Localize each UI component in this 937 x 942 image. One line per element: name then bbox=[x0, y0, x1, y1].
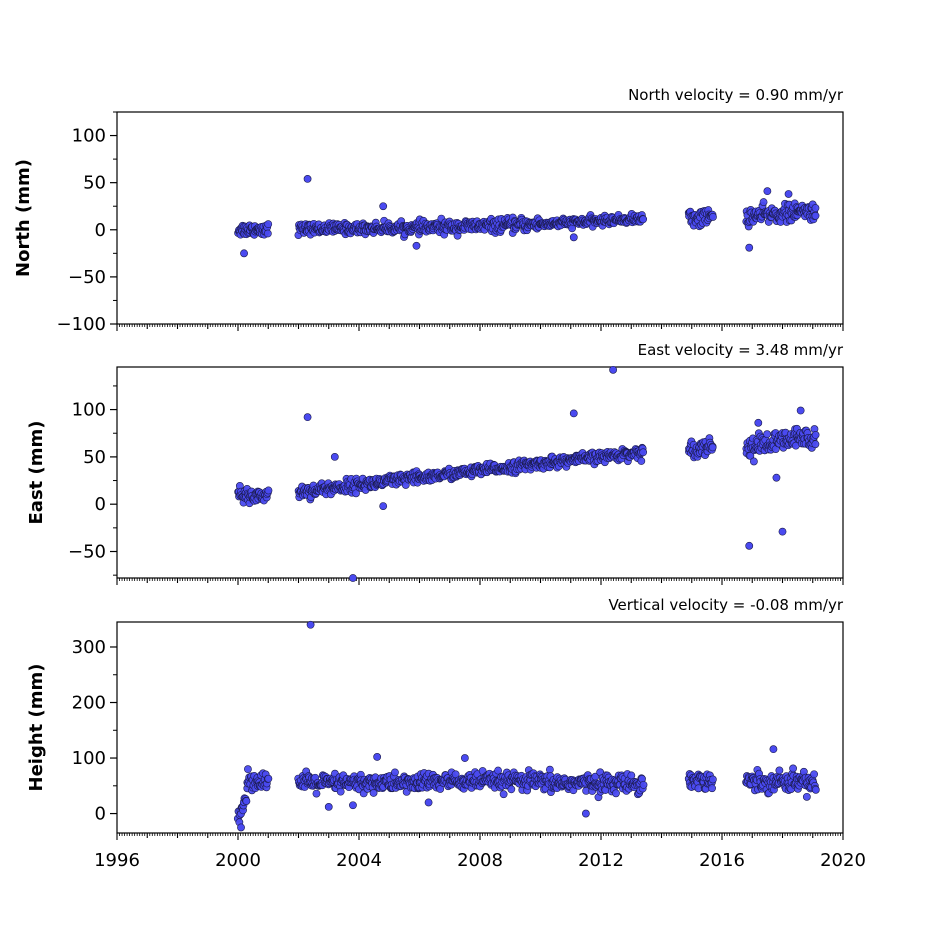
outlier-point-2-7 bbox=[769, 745, 778, 754]
data-point-2-6 bbox=[802, 792, 811, 801]
panel-title-0: North velocity = 0.90 mm/yr bbox=[628, 86, 844, 104]
outlier-point-2-8 bbox=[237, 823, 245, 832]
x-tick-label: 2000 bbox=[215, 850, 261, 871]
data-point-1-0 bbox=[264, 486, 273, 495]
data-point-2-4 bbox=[639, 780, 648, 789]
outlier-point-1-10 bbox=[754, 418, 763, 427]
outlier-point-1-4 bbox=[569, 409, 578, 418]
data-point-1-5 bbox=[811, 440, 820, 449]
data-point-2-2 bbox=[312, 789, 321, 798]
data-point-0-0 bbox=[263, 229, 272, 238]
outlier-point-2-0 bbox=[306, 620, 315, 629]
y-tick-label-1: 100 bbox=[72, 400, 106, 421]
outlier-point-0-7 bbox=[784, 190, 793, 198]
y-axis-label-2: Height (mm) bbox=[26, 664, 47, 792]
outlier-point-1-9 bbox=[772, 473, 781, 482]
data-point-2-2 bbox=[369, 789, 378, 797]
data-point-2-3 bbox=[499, 790, 508, 799]
x-tick-label: 2004 bbox=[336, 850, 382, 871]
plot-frame-2 bbox=[116, 621, 844, 834]
data-point-2-5 bbox=[708, 784, 716, 793]
data-point-1-3 bbox=[637, 457, 646, 465]
y-tick-label-1: 0 bbox=[95, 494, 106, 515]
data-point-1-1 bbox=[352, 489, 360, 498]
data-point-2-2 bbox=[336, 787, 345, 796]
y-tick-label-0: −100 bbox=[57, 314, 106, 335]
data-point-0-5 bbox=[811, 204, 820, 212]
data-point-0-0 bbox=[264, 220, 273, 229]
data-point-1-5 bbox=[746, 451, 755, 460]
data-point-2-4 bbox=[545, 765, 554, 774]
panel-title-1: East velocity = 3.48 mm/yr bbox=[638, 341, 844, 359]
data-point-2-1 bbox=[244, 765, 252, 774]
outlier-point-1-6 bbox=[745, 541, 754, 550]
outlier-point-1-1 bbox=[330, 452, 339, 461]
outlier-point-1-8 bbox=[796, 406, 805, 415]
outlier-point-0-3 bbox=[379, 202, 388, 211]
data-point-2-4 bbox=[612, 789, 620, 798]
y-tick-label-1: 50 bbox=[83, 447, 106, 468]
data-point-0-5 bbox=[811, 211, 820, 220]
plot-frame-0 bbox=[116, 111, 844, 325]
data-point-2-3 bbox=[507, 785, 516, 794]
outlier-point-0-2 bbox=[412, 241, 421, 250]
x-tick-label: 1996 bbox=[94, 850, 140, 871]
outlier-point-0-6 bbox=[763, 187, 772, 196]
outlier-point-1-0 bbox=[303, 413, 312, 422]
outlier-point-0-0 bbox=[240, 249, 248, 258]
data-point-2-0 bbox=[242, 797, 251, 805]
data-point-2-6 bbox=[811, 785, 820, 794]
data-point-2-2 bbox=[391, 768, 399, 777]
data-point-1-5 bbox=[749, 457, 758, 466]
y-tick-label-0: 100 bbox=[72, 126, 106, 147]
outlier-point-1-2 bbox=[349, 574, 357, 582]
outlier-point-0-5 bbox=[745, 243, 754, 252]
data-point-2-1 bbox=[264, 774, 273, 783]
y-tick-label-0: 50 bbox=[83, 173, 106, 194]
outlier-point-2-1 bbox=[324, 803, 333, 811]
outlier-point-0-1 bbox=[303, 174, 312, 183]
outlier-point-2-5 bbox=[373, 753, 382, 761]
y-tick-label-2: 300 bbox=[72, 637, 106, 658]
data-point-2-5 bbox=[708, 775, 717, 784]
data-point-1-3 bbox=[639, 448, 648, 457]
data-point-2-6 bbox=[775, 766, 784, 775]
y-tick-label-2: 200 bbox=[72, 693, 106, 714]
outlier-point-1-5 bbox=[609, 365, 617, 374]
data-point-2-3 bbox=[494, 766, 502, 775]
outlier-point-1-7 bbox=[778, 527, 787, 536]
data-point-2-6 bbox=[789, 764, 797, 773]
y-tick-label-0: 0 bbox=[95, 220, 106, 241]
y-tick-label-1: −50 bbox=[68, 542, 106, 563]
y-axis-label-1: East (mm) bbox=[26, 421, 47, 525]
outlier-point-2-4 bbox=[581, 809, 590, 818]
y-tick-label-2: 100 bbox=[72, 748, 106, 769]
x-tick-label: 2012 bbox=[578, 850, 624, 871]
outlier-point-2-6 bbox=[460, 754, 469, 762]
outlier-point-1-3 bbox=[379, 502, 388, 510]
x-tick-label: 2016 bbox=[699, 850, 745, 871]
y-axis-label-0: North (mm) bbox=[13, 159, 34, 277]
panel-title-2: Vertical velocity = -0.08 mm/yr bbox=[608, 596, 843, 614]
data-point-0-4 bbox=[709, 213, 717, 221]
y-tick-label-0: −50 bbox=[68, 267, 106, 288]
x-tick-label: 2008 bbox=[457, 850, 503, 871]
data-point-2-3 bbox=[436, 785, 445, 793]
data-point-1-4 bbox=[708, 443, 717, 452]
data-point-2-6 bbox=[810, 770, 818, 779]
outlier-point-0-4 bbox=[569, 233, 578, 242]
y-tick-label-2: 0 bbox=[95, 804, 106, 825]
outlier-point-2-2 bbox=[349, 801, 357, 810]
data-point-0-3 bbox=[639, 215, 648, 224]
data-point-1-5 bbox=[811, 431, 820, 439]
data-point-0-5 bbox=[759, 198, 768, 206]
x-tick-label: 2020 bbox=[820, 850, 866, 871]
outlier-point-2-3 bbox=[424, 798, 433, 807]
data-point-1-5 bbox=[763, 430, 771, 439]
